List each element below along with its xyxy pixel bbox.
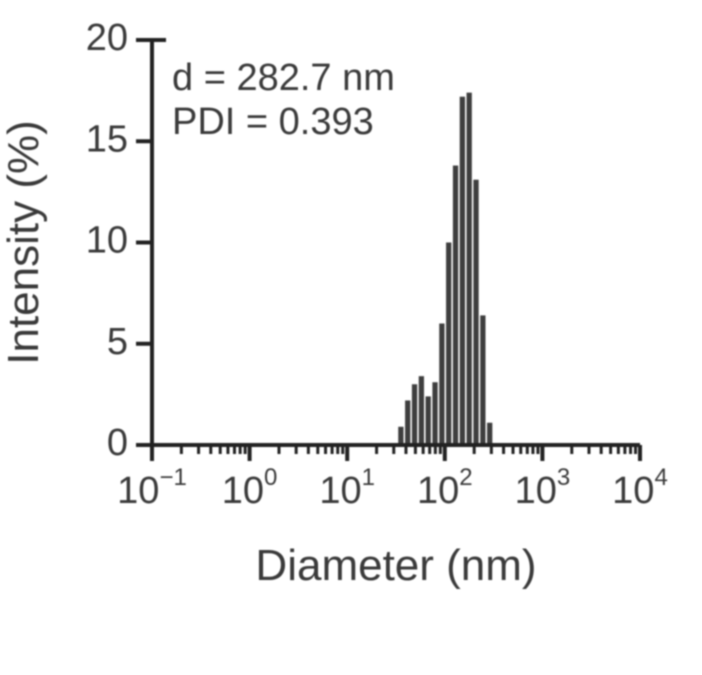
bar <box>487 423 492 445</box>
bar <box>405 400 410 445</box>
bar <box>473 180 478 445</box>
y-tick-label: 20 <box>86 17 128 59</box>
bar <box>412 384 417 445</box>
bar <box>439 324 444 446</box>
bar <box>460 97 465 445</box>
y-tick-label: 0 <box>107 422 128 464</box>
y-tick-label: 10 <box>86 220 128 262</box>
bar <box>398 427 403 445</box>
annotation-d: d = 282.7 nm <box>172 57 395 99</box>
y-tick-label: 15 <box>86 118 128 160</box>
bar <box>432 382 437 445</box>
bar <box>419 376 424 445</box>
dls-intensity-histogram: 0510152010−1100101102103104Intensity (%)… <box>0 0 702 675</box>
y-tick-label: 5 <box>107 321 128 363</box>
x-axis-label: Diameter (nm) <box>255 541 536 590</box>
bar <box>467 93 472 445</box>
bar <box>446 243 451 446</box>
annotation-pdi: PDI = 0.393 <box>172 101 374 143</box>
bar <box>480 315 485 445</box>
bar <box>453 166 458 445</box>
y-axis-label: Intensity (%) <box>0 120 48 365</box>
chart-svg: 0510152010−1100101102103104Intensity (%)… <box>0 0 702 675</box>
bar <box>426 396 431 445</box>
